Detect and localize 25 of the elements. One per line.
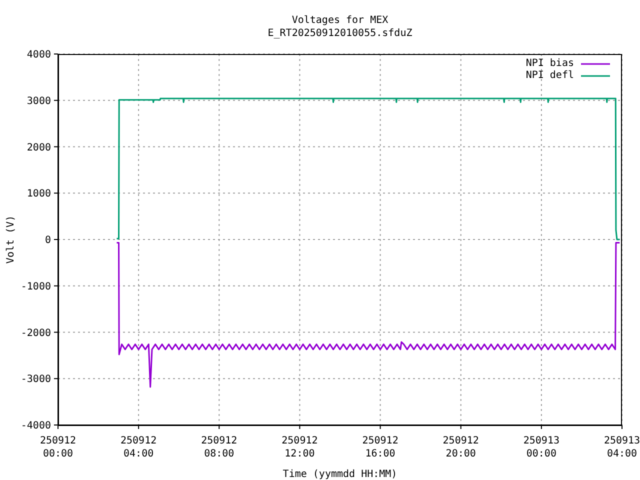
line-series (116, 242, 620, 388)
y-tick-label: 4000 (26, 50, 51, 61)
x-axis-title: Time (yymmdd HH:MM) (282, 469, 398, 480)
legend-label: NPI bias (526, 58, 574, 70)
x-tick-label: 250912 00:00 (40, 436, 76, 460)
y-tick-label: -2000 (20, 328, 51, 339)
y-tick-label: 1000 (26, 188, 51, 200)
x-tick-label: 250913 00:00 (523, 436, 560, 460)
y-tick-label: 3000 (26, 96, 51, 107)
y-tick-label: -1000 (20, 281, 51, 292)
y-axis-title: Volt (V) (6, 215, 17, 264)
x-tick-label: 250912 08:00 (201, 436, 238, 460)
y-tick-label: -4000 (20, 420, 51, 432)
x-tick-label: 250912 12:00 (282, 436, 318, 460)
chart-subtitle: E_RT20250912010055.sfduZ (266, 27, 414, 40)
legend-label: NPI defl (526, 70, 574, 82)
x-tick-label: 250912 20:00 (442, 436, 479, 460)
chart-title: Voltages for MEX (290, 14, 390, 27)
x-tick-label: 250912 04:00 (120, 436, 157, 460)
x-tick-label: 250913 04:00 (604, 436, 640, 460)
y-tick-label: -3000 (20, 374, 51, 386)
line-series (116, 98, 620, 240)
y-tick-label: 0 (44, 235, 51, 246)
y-tick-label: 2000 (26, 142, 51, 154)
x-tick-label: 250912 16:00 (362, 436, 398, 460)
